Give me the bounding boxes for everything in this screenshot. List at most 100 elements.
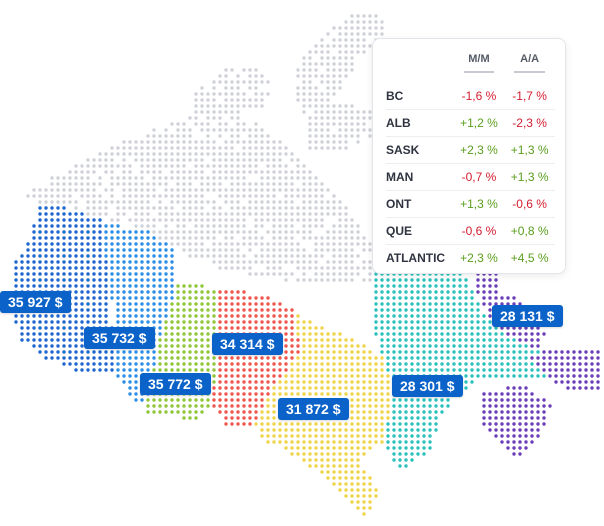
map-dot-man — [224, 422, 228, 426]
map-dot-man — [230, 290, 234, 294]
map-dot-sask — [164, 338, 168, 342]
map-dot-alb — [140, 302, 144, 306]
map-dot-alb — [134, 386, 138, 390]
map-dot-north — [326, 236, 330, 240]
map-dot-north — [182, 236, 186, 240]
map-dot-north — [350, 32, 354, 36]
map-dot-north — [194, 254, 198, 258]
map-dot-north — [152, 224, 156, 228]
map-dot-north — [356, 134, 360, 138]
map-dot-man — [218, 404, 222, 408]
map-dot-alb — [152, 296, 156, 300]
map-dot-que — [458, 314, 462, 318]
map-dot-north — [326, 110, 330, 114]
map-dot-north — [56, 188, 60, 192]
map-dot-alb — [170, 266, 174, 270]
map-dot-ont — [278, 386, 282, 390]
map-dot-man — [254, 368, 258, 372]
map-dot-ont — [380, 386, 384, 390]
map-dot-bc — [62, 260, 66, 264]
map-dot-bc — [74, 290, 78, 294]
map-dot-north — [260, 152, 264, 156]
map-dot-north — [308, 224, 312, 228]
map-dot-man — [278, 302, 282, 306]
map-dot-north — [206, 200, 210, 204]
map-dot-north — [296, 212, 300, 216]
map-dot-que — [374, 278, 378, 282]
map-dot-north — [200, 194, 204, 198]
map-dot-atlantic — [524, 326, 528, 330]
map-dot-ont — [362, 482, 366, 486]
map-dot-alb — [146, 272, 150, 276]
map-dot-atlantic — [590, 362, 594, 366]
map-dot-bc — [80, 212, 84, 216]
table-row: ALB +1,2 % -2,3 % — [386, 109, 555, 136]
map-dot-north — [302, 200, 306, 204]
map-dot-atlantic — [530, 422, 534, 426]
map-dot-north — [302, 188, 306, 192]
map-dot-north — [338, 50, 342, 54]
map-dot-alb — [110, 242, 114, 246]
map-dot-sask — [188, 326, 192, 330]
map-dot-sask — [194, 320, 198, 324]
map-dot-alb — [164, 254, 168, 258]
map-dot-ont — [362, 434, 366, 438]
map-dot-north — [242, 128, 246, 132]
map-dot-alb — [128, 260, 132, 264]
map-dot-north — [194, 146, 198, 150]
map-dot-ont — [332, 368, 336, 372]
map-dot-ont — [320, 368, 324, 372]
map-dot-que — [410, 320, 414, 324]
map-dot-ont — [302, 344, 306, 348]
map-dot-north — [344, 44, 348, 48]
map-dot-north — [344, 248, 348, 252]
map-dot-bc — [62, 356, 66, 360]
map-dot-atlantic — [500, 398, 504, 402]
map-dot-north — [200, 98, 204, 102]
map-dot-north — [164, 128, 168, 132]
map-dot-ont — [338, 344, 342, 348]
map-dot-ont — [344, 338, 348, 342]
map-dot-man — [230, 302, 234, 306]
map-dot-man — [242, 296, 246, 300]
map-dot-man — [224, 380, 228, 384]
map-dot-north — [236, 116, 240, 120]
map-dot-north — [302, 206, 306, 210]
map-dot-north — [260, 194, 264, 198]
map-dot-que — [392, 350, 396, 354]
map-dot-alb — [128, 254, 132, 258]
map-dot-atlantic — [518, 452, 522, 456]
map-dot-north — [284, 170, 288, 174]
map-dot-north — [182, 206, 186, 210]
map-dot-sask — [176, 344, 180, 348]
map-dot-ont — [344, 428, 348, 432]
map-dot-north — [362, 38, 366, 42]
map-dot-north — [200, 104, 204, 108]
map-dot-que — [386, 332, 390, 336]
map-dot-north — [308, 62, 312, 66]
map-dot-bc — [68, 314, 72, 318]
map-dot-north — [308, 56, 312, 60]
map-dot-ont — [362, 404, 366, 408]
map-dot-atlantic — [512, 428, 516, 432]
map-dot-que — [380, 350, 384, 354]
map-dot-sask — [188, 416, 192, 420]
map-dot-que — [392, 416, 396, 420]
map-dot-man — [278, 314, 282, 318]
map-dot-north — [170, 158, 174, 162]
map-dot-north — [236, 182, 240, 186]
map-dot-bc — [86, 248, 90, 252]
map-dot-que — [416, 416, 420, 420]
map-dot-que — [488, 368, 492, 372]
map-dot-north — [62, 194, 66, 198]
map-dot-ont — [278, 392, 282, 396]
map-dot-bc — [80, 224, 84, 228]
map-dot-alb — [128, 314, 132, 318]
map-dot-que — [380, 314, 384, 318]
map-dot-ont — [290, 362, 294, 366]
map-dot-que — [536, 374, 540, 378]
map-dot-north — [272, 140, 276, 144]
map-dot-north — [170, 122, 174, 126]
map-dot-ont — [344, 362, 348, 366]
map-dot-que — [428, 332, 432, 336]
